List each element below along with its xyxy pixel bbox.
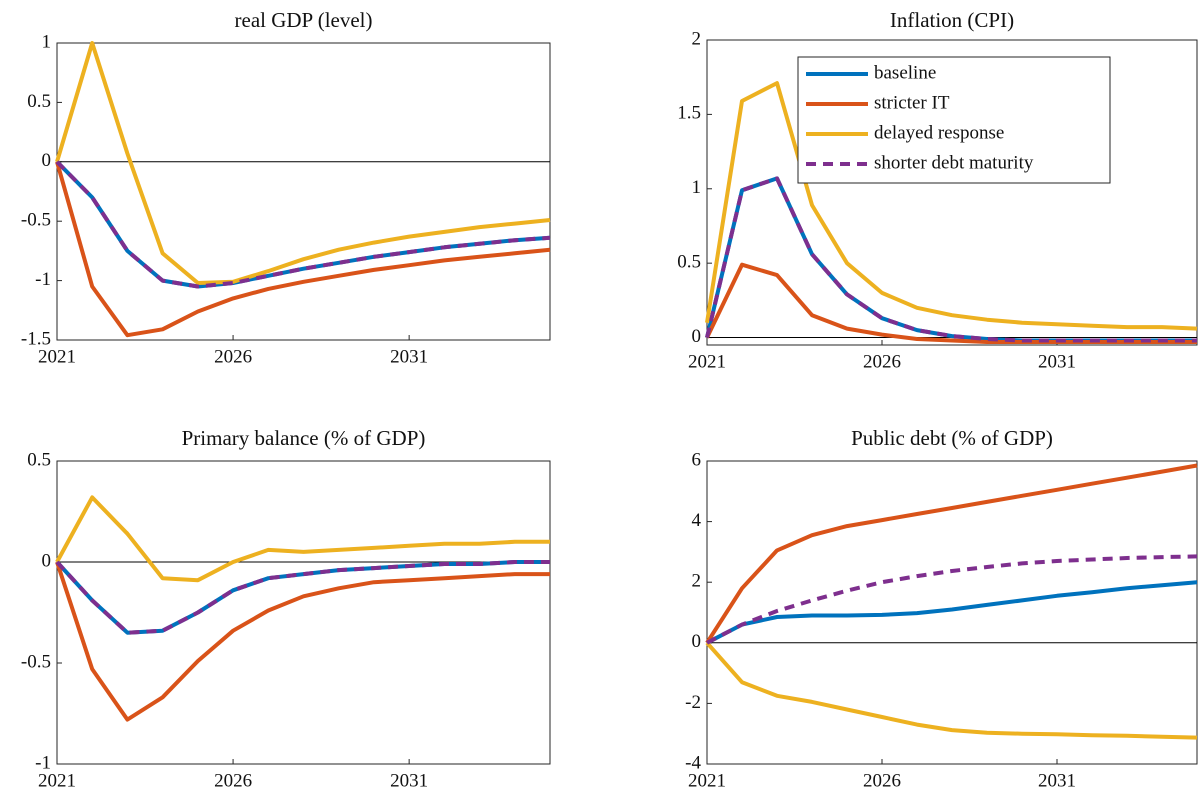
plot-area	[706, 460, 1198, 765]
x-tick-label: 2031	[390, 770, 428, 791]
series-line	[55, 41, 551, 285]
y-tick-label: -4	[685, 752, 701, 773]
x-tick-label: 2026	[863, 351, 901, 372]
y-tick-label: 0.5	[27, 449, 51, 470]
y-tick-label: 2	[692, 571, 702, 592]
x-tick-label: 2021	[688, 351, 726, 372]
x-tick-label: 2026	[863, 770, 901, 791]
y-tick-label: 0	[42, 150, 52, 171]
legend-label: baseline	[874, 62, 936, 83]
chart-title: real GDP (level)	[235, 8, 373, 32]
y-tick-label: -1.5	[21, 328, 51, 349]
chart-title: Public debt (% of GDP)	[851, 426, 1053, 450]
y-tick-label: 1.5	[677, 103, 701, 124]
panel: Primary balance (% of GDP) -1 -0.5 0 0.5 2021…	[21, 426, 551, 791]
series-line	[705, 641, 1198, 740]
x-tick-label: 2026	[214, 770, 252, 791]
y-tick-label: 1	[692, 177, 702, 198]
series-line	[55, 561, 550, 722]
y-tick-label: 0	[692, 631, 702, 652]
y-tick-label: 4	[692, 510, 702, 531]
series-line	[55, 560, 550, 635]
series-line	[706, 580, 1198, 645]
x-tick-label: 2031	[1038, 770, 1076, 791]
x-tick-label: 2021	[688, 770, 726, 791]
legend-label: delayed response	[874, 122, 1004, 143]
panel: real GDP (level) -1.5 -1 -0.5 0 0.5 1 2021 2026 2…	[21, 8, 551, 367]
series-line	[55, 160, 551, 289]
legend: baseline stricter IT delayed response short…	[797, 56, 1111, 184]
y-tick-label: 1	[42, 31, 52, 52]
legend-label: shorter debt maturity	[874, 152, 1034, 173]
y-tick-label: -0.5	[21, 651, 51, 672]
x-tick-label: 2021	[38, 346, 76, 367]
series-line	[55, 495, 550, 583]
series-line	[705, 81, 1198, 331]
series-line	[705, 463, 1198, 644]
y-tick-label: 6	[692, 449, 702, 470]
chart-title: Primary balance (% of GDP)	[182, 426, 426, 450]
panel: Inflation (CPI) 0 0.5 1 1.5 2 2021 2026 2031 base…	[677, 8, 1198, 372]
series-line	[55, 161, 551, 338]
y-tick-label: 0	[692, 326, 702, 347]
x-tick-label: 2021	[38, 770, 76, 791]
y-tick-label: -2	[685, 692, 701, 713]
y-tick-label: 2	[692, 28, 702, 49]
y-tick-label: 0	[42, 550, 52, 571]
y-tick-label: -1	[35, 752, 51, 773]
x-tick-label: 2026	[214, 346, 252, 367]
y-tick-label: -1	[35, 269, 51, 290]
series-line	[706, 554, 1198, 645]
legend-label: stricter IT	[874, 92, 950, 113]
y-tick-label: -0.5	[21, 210, 51, 231]
x-tick-label: 2031	[1038, 351, 1076, 372]
y-tick-label: 0.5	[677, 252, 701, 273]
x-tick-label: 2031	[390, 346, 428, 367]
panel: Public debt (% of GDP) -4 -2 0 2 4 6 2021 2026 20…	[685, 426, 1198, 791]
chart-title: Inflation (CPI)	[890, 8, 1014, 32]
y-tick-label: 0.5	[27, 91, 51, 112]
plot-area	[56, 42, 551, 341]
series-line	[705, 176, 1197, 343]
